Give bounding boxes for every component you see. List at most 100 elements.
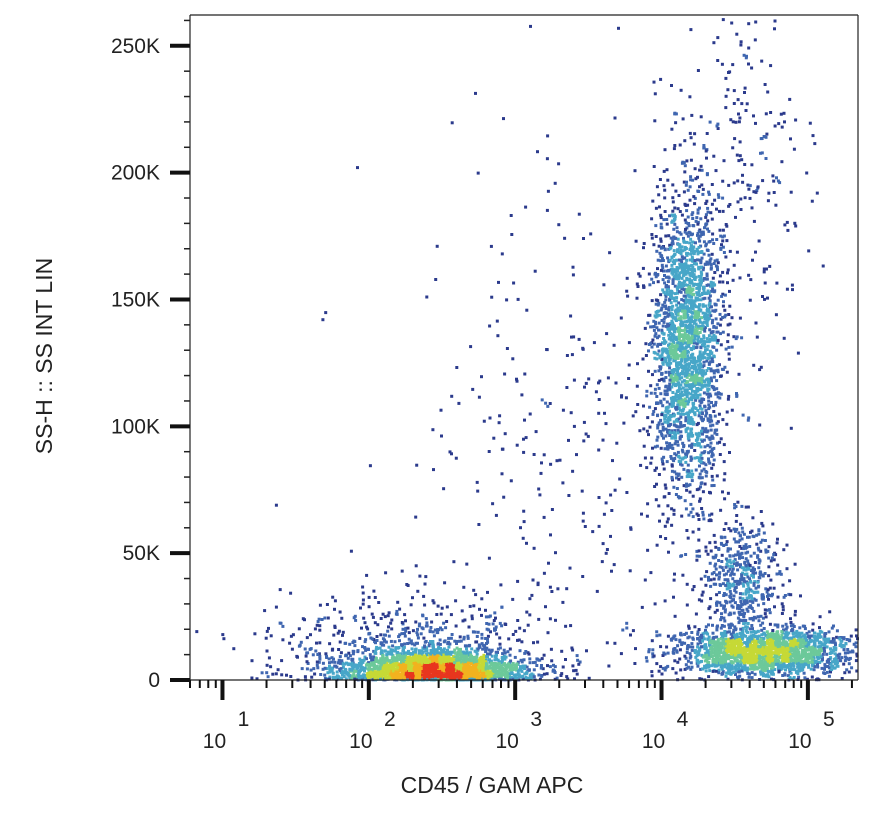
data-point [435, 613, 439, 616]
data-point [708, 261, 712, 265]
data-point [667, 308, 671, 312]
data-point [430, 675, 434, 679]
data-point [340, 673, 344, 677]
data-point [455, 667, 459, 671]
data-point [407, 668, 411, 672]
data-point [726, 491, 730, 495]
data-point [473, 673, 476, 677]
data-point [674, 312, 678, 316]
data-point [496, 665, 500, 669]
data-point [696, 310, 700, 313]
data-point [691, 515, 695, 519]
data-point [417, 677, 421, 680]
data-point [696, 441, 700, 445]
data-point [659, 308, 663, 312]
data-point [674, 236, 678, 240]
data-point [665, 218, 669, 221]
data-point [715, 348, 719, 352]
data-point [395, 609, 399, 613]
data-point [704, 409, 708, 413]
data-point [710, 401, 713, 404]
data-point [466, 636, 470, 640]
data-point [702, 467, 706, 471]
data-point [359, 661, 363, 664]
data-point [480, 613, 483, 617]
data-point [661, 512, 665, 516]
data-point [528, 675, 532, 679]
data-point [705, 274, 709, 278]
data-point [672, 512, 676, 516]
data-point [708, 356, 712, 360]
data-point [674, 351, 678, 355]
data-point [684, 294, 688, 298]
data-point [453, 648, 457, 652]
data-point [709, 337, 712, 341]
data-point [424, 654, 428, 658]
data-point [671, 376, 675, 380]
data-point [396, 671, 400, 675]
data-point [697, 371, 701, 375]
data-point [366, 662, 370, 666]
data-point [702, 289, 706, 293]
data-point [675, 487, 679, 490]
data-point [374, 647, 378, 651]
data-point [707, 451, 711, 455]
data-point [700, 364, 703, 368]
data-point [689, 392, 693, 396]
data-point [548, 665, 552, 669]
data-point [377, 670, 381, 674]
data-point [681, 307, 685, 311]
data-point [372, 589, 376, 593]
data-point [674, 299, 678, 303]
data-point [525, 665, 529, 669]
data-point [676, 242, 680, 246]
data-point [411, 677, 415, 681]
data-point [656, 352, 660, 356]
data-point [665, 460, 669, 464]
data-point [672, 334, 676, 338]
data-point [413, 643, 417, 647]
data-point [343, 662, 347, 666]
data-point [416, 627, 419, 631]
data-point [448, 676, 452, 680]
data-point [678, 436, 682, 440]
data-point [441, 675, 445, 679]
data-point [704, 202, 708, 205]
data-point [451, 664, 455, 668]
data-point [495, 675, 499, 679]
data-point [670, 400, 674, 404]
data-point [533, 660, 537, 664]
data-point [546, 631, 550, 635]
data-point [689, 421, 693, 425]
data-point [688, 316, 692, 320]
data-point [483, 674, 487, 678]
data-point [508, 664, 512, 667]
data-point [493, 658, 497, 662]
data-point [699, 298, 703, 302]
data-point [709, 367, 713, 371]
data-point [378, 666, 382, 670]
data-point [645, 394, 649, 398]
data-point [670, 443, 674, 447]
data-point [553, 677, 557, 681]
data-point [693, 366, 697, 370]
data-point [340, 616, 344, 620]
data-point [693, 331, 697, 335]
data-point [676, 450, 680, 454]
data-point [654, 235, 658, 238]
data-point [694, 346, 698, 350]
data-point [645, 429, 649, 433]
data-point [269, 634, 273, 638]
data-point [676, 312, 680, 316]
data-point [321, 667, 325, 671]
data-point [410, 658, 413, 662]
data-point [361, 645, 364, 649]
data-point [680, 324, 684, 328]
data-point [508, 676, 512, 680]
data-point [551, 668, 555, 672]
data-point [529, 677, 533, 681]
data-point [705, 411, 709, 415]
data-point [445, 605, 449, 609]
data-point [475, 635, 479, 638]
data-point [678, 275, 682, 279]
